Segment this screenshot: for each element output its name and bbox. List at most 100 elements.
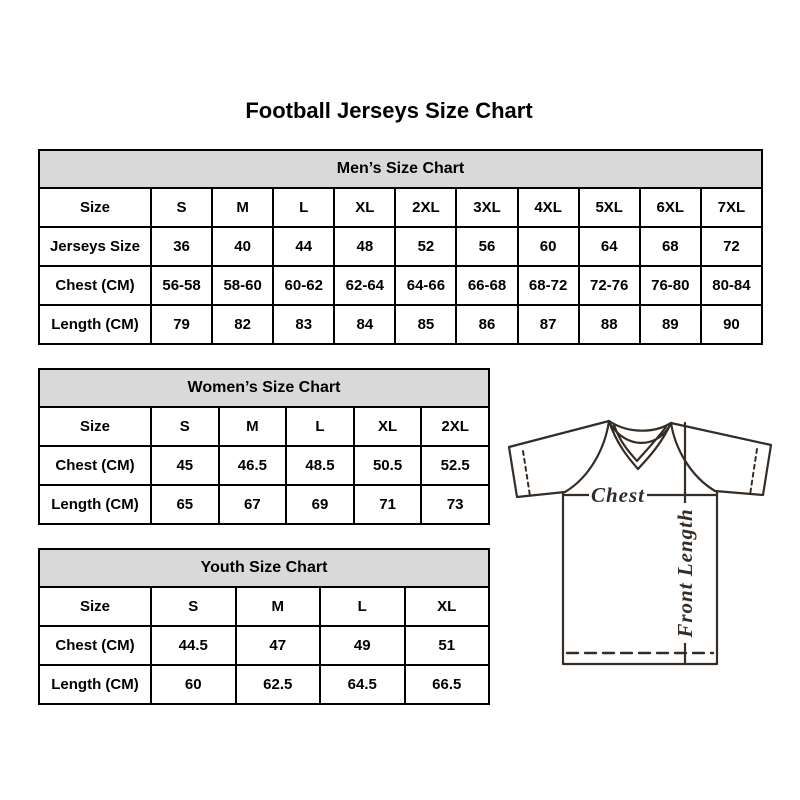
- chest-label-bg: [589, 483, 647, 506]
- length-cell: 66.5: [403, 664, 490, 705]
- size-cell: L: [285, 406, 355, 447]
- chest-cell: 52.5: [420, 445, 490, 486]
- jersey-right-sleeve: [669, 421, 773, 497]
- womens-table-header: Women’s Size Chart: [38, 368, 490, 408]
- length-cell: 60: [150, 664, 237, 705]
- row-label-size: Size: [38, 406, 152, 447]
- chest-cell: 49: [319, 625, 406, 666]
- size-cell: XL: [403, 586, 490, 627]
- row-label-length: Length (CM): [38, 484, 152, 525]
- table-row: Chest (CM) 44.5 47 49 51: [38, 625, 490, 666]
- chest-cell: 68-72: [516, 265, 580, 306]
- table-row: Length (CM) 79 82 83 84 85 86 87 88 89 9…: [38, 304, 764, 345]
- length-cell: 67: [217, 484, 288, 525]
- chest-cell: 44.5: [150, 625, 237, 666]
- length-cell: 64.5: [319, 664, 406, 705]
- front-length-label: Front Length: [673, 508, 697, 638]
- row-label-jerseys-size: Jerseys Size: [38, 226, 152, 267]
- chest-cell: 60-62: [272, 265, 336, 306]
- page-title: Football Jerseys Size Chart: [245, 98, 533, 123]
- table-row: Length (CM) 60 62.5 64.5 66.5: [38, 664, 490, 705]
- right-cuff-stitch-dashes: [749, 448, 758, 496]
- jerseys-size-cell: 44: [272, 226, 336, 267]
- chest-cell: 62-64: [333, 265, 397, 306]
- table-row: Size S M L XL 2XL 3XL 4XL 5XL 6XL 7XL: [38, 187, 764, 228]
- jerseys-size-cell: 40: [211, 226, 275, 267]
- row-label-length: Length (CM): [38, 664, 152, 705]
- jersey-diagram-svg: Chest Front Length: [507, 419, 773, 666]
- length-cell: 65: [150, 484, 220, 525]
- youth-size-chart-table: Youth Size Chart Size S M L XL Chest (CM…: [38, 548, 490, 705]
- length-cell: 84: [333, 304, 397, 345]
- chest-cell: 64-66: [394, 265, 458, 306]
- row-label-size: Size: [38, 187, 152, 228]
- length-cell: 90: [699, 304, 764, 345]
- size-cell: S: [150, 406, 220, 447]
- table-row: Size S M L XL 2XL: [38, 406, 490, 447]
- table-row: Size S M L XL: [38, 586, 490, 627]
- jerseys-size-cell: 52: [394, 226, 458, 267]
- chest-cell: 58-60: [211, 265, 275, 306]
- jersey-left-sleeve: [507, 419, 611, 499]
- chest-cell: 51: [403, 625, 490, 666]
- size-cell: S: [149, 187, 214, 228]
- length-cell: 69: [285, 484, 355, 525]
- chest-cell: 66-68: [455, 265, 519, 306]
- collar-outer-v: [607, 419, 673, 471]
- size-cell: 2XL: [420, 406, 490, 447]
- length-cell: 79: [149, 304, 214, 345]
- chest-cell: 56-58: [149, 265, 214, 306]
- table-row: Length (CM) 65 67 69 71 73: [38, 484, 490, 525]
- size-cell: 5XL: [577, 187, 641, 228]
- jersey-body-outline: [561, 490, 719, 666]
- row-label-length: Length (CM): [38, 304, 152, 345]
- length-cell: 87: [516, 304, 580, 345]
- table-row: Jerseys Size 36 40 44 48 52 56 60 64 68 …: [38, 226, 764, 267]
- row-label-chest: Chest (CM): [38, 265, 152, 306]
- chest-cell: 50.5: [352, 445, 423, 486]
- size-cell: L: [272, 187, 336, 228]
- size-cell: M: [234, 586, 321, 627]
- mens-table-header: Men’s Size Chart: [38, 149, 763, 189]
- jerseys-size-cell: 36: [149, 226, 214, 267]
- left-cuff-stitch-dashes: [522, 450, 531, 497]
- length-cell: 71: [352, 484, 423, 525]
- size-cell: 7XL: [699, 187, 764, 228]
- length-cell: 83: [272, 304, 336, 345]
- size-cell: M: [211, 187, 275, 228]
- womens-size-chart-table: Women’s Size Chart Size S M L XL 2XL Che…: [38, 368, 490, 525]
- length-cell: 85: [394, 304, 458, 345]
- length-cell: 88: [577, 304, 641, 345]
- table-row: Chest (CM) 56-58 58-60 60-62 62-64 64-66…: [38, 265, 764, 306]
- size-cell: XL: [333, 187, 397, 228]
- mens-size-chart-table: Men’s Size Chart Size S M L XL 2XL 3XL 4…: [38, 149, 764, 345]
- jerseys-size-cell: 72: [699, 226, 764, 267]
- jersey-measurement-diagram: Chest Front Length: [505, 403, 775, 673]
- size-cell: L: [319, 586, 406, 627]
- length-cell: 89: [638, 304, 702, 345]
- chest-label: Chest: [591, 483, 645, 507]
- youth-table-header: Youth Size Chart: [38, 548, 490, 588]
- chest-cell: 47: [234, 625, 321, 666]
- size-cell: 6XL: [638, 187, 702, 228]
- collar-top-arc: [607, 419, 673, 432]
- length-cell: 62.5: [234, 664, 321, 705]
- jerseys-size-cell: 64: [577, 226, 641, 267]
- jerseys-size-cell: 56: [455, 226, 519, 267]
- table-row: Chest (CM) 45 46.5 48.5 50.5 52.5: [38, 445, 490, 486]
- chest-cell: 76-80: [638, 265, 702, 306]
- jerseys-size-cell: 60: [516, 226, 580, 267]
- size-cell: 2XL: [394, 187, 458, 228]
- size-cell: M: [217, 406, 288, 447]
- size-cell: 3XL: [455, 187, 519, 228]
- length-cell: 73: [420, 484, 490, 525]
- chest-cell: 80-84: [699, 265, 764, 306]
- row-label-size: Size: [38, 586, 152, 627]
- chest-cell: 45: [150, 445, 220, 486]
- jerseys-size-cell: 68: [638, 226, 702, 267]
- jerseys-size-cell: 48: [333, 226, 397, 267]
- size-cell: 4XL: [516, 187, 580, 228]
- chest-cell: 46.5: [217, 445, 288, 486]
- chest-cell: 72-76: [577, 265, 641, 306]
